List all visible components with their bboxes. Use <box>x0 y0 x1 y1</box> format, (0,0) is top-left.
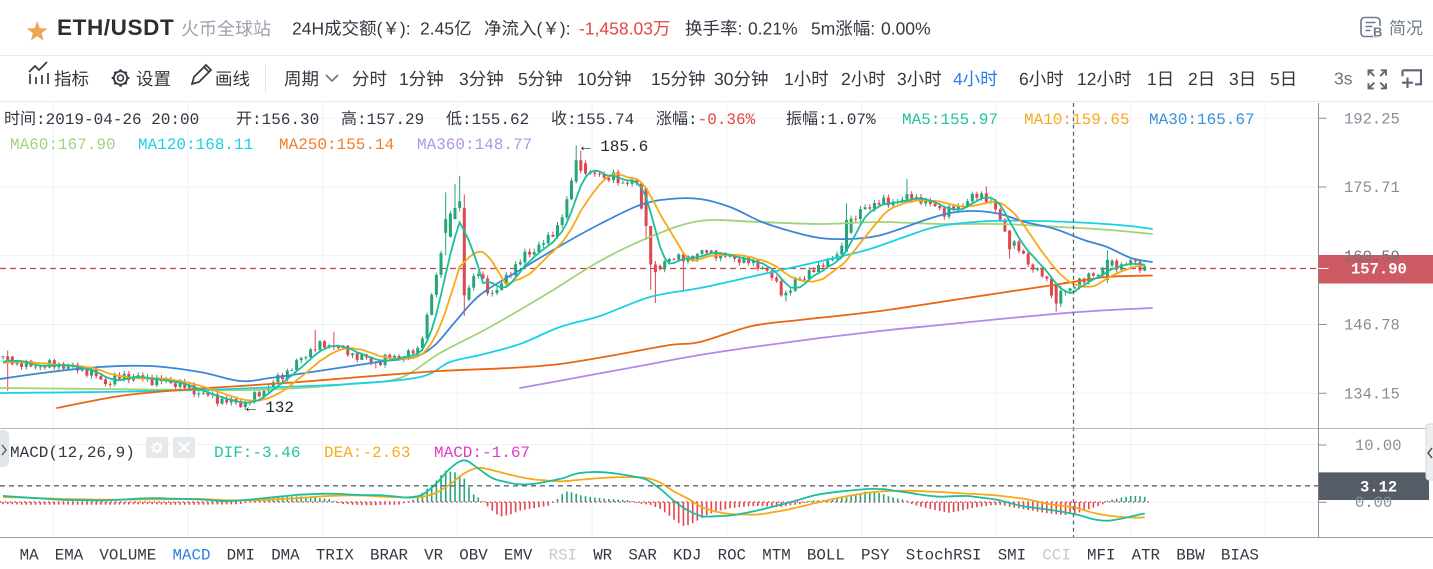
svg-text:ROC: ROC <box>718 547 746 565</box>
svg-text:TRIX: TRIX <box>316 547 354 565</box>
svg-text:3.12: 3.12 <box>1360 479 1397 497</box>
svg-text:ETH/USDT: ETH/USDT <box>57 15 174 40</box>
svg-text:ATR: ATR <box>1132 547 1161 565</box>
svg-text:← 132: ← 132 <box>246 399 294 417</box>
svg-text:DMI: DMI <box>227 547 255 565</box>
svg-text:MFI: MFI <box>1087 547 1115 565</box>
svg-text:CCI: CCI <box>1042 547 1070 565</box>
svg-text:MACD:-1.67: MACD:-1.67 <box>434 444 530 462</box>
svg-text:MACD(12,26,9): MACD(12,26,9) <box>10 444 135 462</box>
svg-text:MACD: MACD <box>173 547 211 565</box>
svg-text:SAR: SAR <box>628 547 657 565</box>
svg-text:192.25: 192.25 <box>1344 110 1400 128</box>
svg-text:134.15: 134.15 <box>1344 385 1400 403</box>
svg-text:MTM: MTM <box>762 547 790 565</box>
svg-text:DIF:-3.46: DIF:-3.46 <box>214 444 300 462</box>
svg-text:B: B <box>1373 25 1382 40</box>
svg-text:MA: MA <box>20 547 39 565</box>
svg-text:146.78: 146.78 <box>1344 317 1400 335</box>
svg-text:BBW: BBW <box>1176 547 1205 565</box>
svg-text:160.59: 160.59 <box>1344 248 1400 266</box>
svg-text:KDJ: KDJ <box>673 547 701 565</box>
svg-text:StochRSI: StochRSI <box>906 547 982 565</box>
svg-text:VOLUME: VOLUME <box>99 547 156 565</box>
svg-text:BRAR: BRAR <box>370 547 408 565</box>
svg-text:← 185.6: ← 185.6 <box>581 138 648 156</box>
svg-text:PSY: PSY <box>861 547 890 565</box>
svg-text:0.00: 0.00 <box>1355 494 1392 512</box>
svg-text:SMI: SMI <box>998 547 1026 565</box>
svg-text:OBV: OBV <box>459 547 488 565</box>
svg-text:RSI: RSI <box>549 547 577 565</box>
svg-text:EMV: EMV <box>504 547 533 565</box>
svg-text:BIAS: BIAS <box>1221 547 1259 565</box>
svg-text:175.71: 175.71 <box>1344 179 1400 197</box>
svg-text:3s: 3s <box>1334 69 1353 89</box>
svg-text:BOLL: BOLL <box>807 547 845 565</box>
svg-text:DEA:-2.63: DEA:-2.63 <box>324 444 410 462</box>
svg-text:WR: WR <box>593 547 612 565</box>
svg-text:EMA: EMA <box>55 547 84 565</box>
svg-text:VR: VR <box>424 547 443 565</box>
svg-text:DMA: DMA <box>271 547 300 565</box>
svg-text:10.00: 10.00 <box>1355 437 1402 455</box>
svg-text:157.90: 157.90 <box>1351 261 1407 279</box>
